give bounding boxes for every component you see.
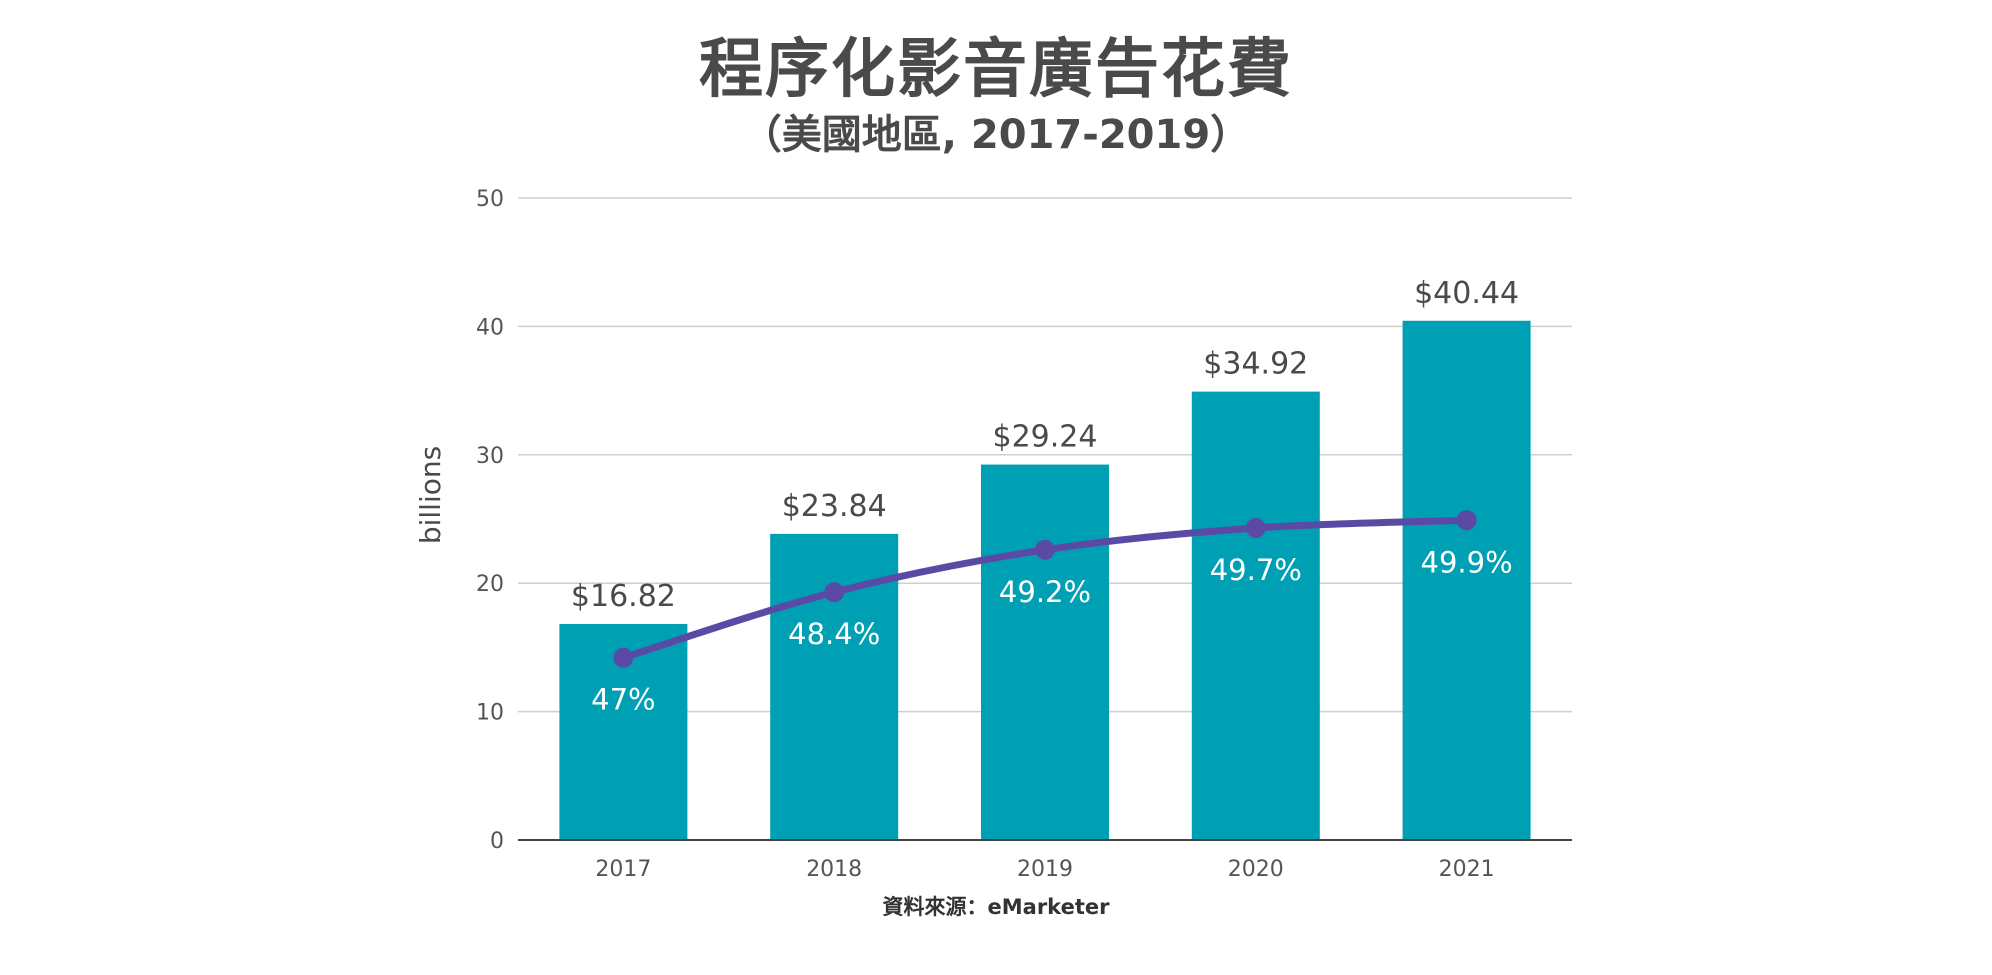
bar: [981, 464, 1109, 840]
x-tick-label: 2021: [1439, 857, 1495, 882]
y-tick-label: 50: [476, 187, 504, 212]
y-axis-label: billions: [414, 446, 447, 544]
x-tick-label: 2019: [1017, 857, 1073, 882]
bar-value-label: $16.82: [571, 579, 676, 614]
bar: [1402, 320, 1531, 841]
line-value-label: 47%: [591, 683, 655, 717]
line-value-label: 49.7%: [1210, 553, 1302, 587]
line-point: [824, 582, 845, 603]
source-note: 資料來源：eMarketer: [882, 895, 1110, 919]
line-point: [1456, 510, 1477, 531]
line-value-label: 49.2%: [999, 575, 1091, 609]
y-tick-label: 0: [490, 829, 504, 854]
chart-title: 程序化影音廣告花費: [699, 33, 1293, 107]
bar-value-label: $23.84: [782, 489, 887, 524]
y-tick-label: 40: [476, 315, 504, 340]
bar-value-label: $34.92: [1203, 347, 1308, 382]
line-value-label: 48.4%: [788, 617, 880, 651]
line-value-label: 49.9%: [1421, 545, 1513, 579]
x-tick-label: 2018: [806, 857, 862, 882]
bar: [1191, 391, 1320, 840]
bar-layer: [559, 320, 1531, 841]
y-tick-label: 10: [476, 701, 504, 726]
axis-layer: 0 10 20 30 40 50 billions 2017 2018 2019 2020 2021: [414, 187, 1572, 882]
y-tick-label: 20: [476, 572, 504, 597]
label-layer: $16.82 $23.84 $29.24 $34.92 $40.44 47% 48.4% 49…: [571, 276, 1519, 717]
y-tick-label: 30: [476, 444, 504, 469]
bar-value-label: $40.44: [1414, 276, 1519, 311]
line-point: [613, 647, 634, 668]
chart-subtitle: （美國地區, 2017-2019）: [741, 112, 1251, 158]
line-point: [1035, 539, 1055, 560]
x-tick-label: 2020: [1228, 857, 1284, 882]
x-tick-label: 2017: [595, 857, 651, 882]
line-point: [1245, 517, 1266, 538]
line-layer: [613, 510, 1477, 668]
bar-value-label: $29.24: [993, 420, 1098, 455]
